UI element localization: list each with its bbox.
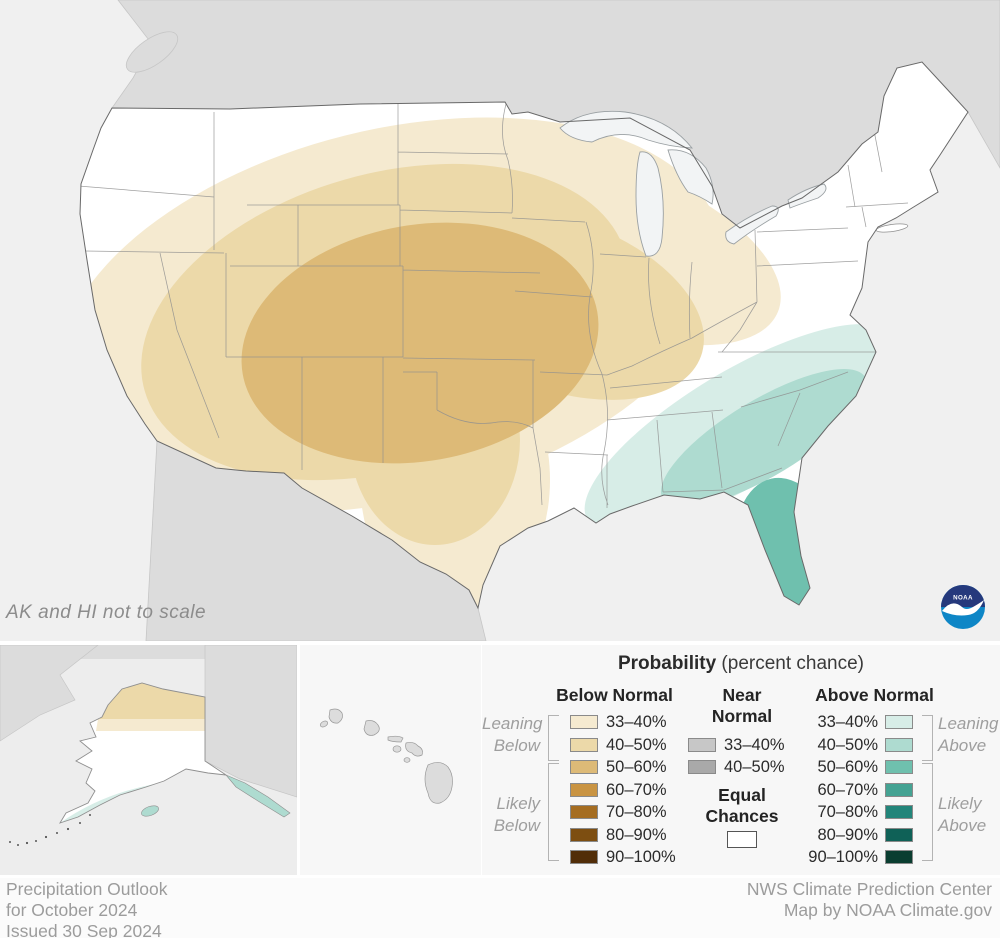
conus-map [0,0,1000,641]
leaning-below-bracket [548,715,559,761]
near-33-40-swatch [688,738,716,752]
above-60-70-swatch [885,783,913,797]
alaska-inset-panel [0,644,298,875]
below-normal-50-60-region [241,222,599,464]
noaa-logo-text: NOAA [953,595,973,602]
below-90-100-swatch [570,850,598,864]
legend-row-below-90-100: 90–100% [570,848,676,866]
us-outline [79,61,969,610]
alaska-outline [58,682,227,824]
noaa-logo-icon: NOAA [941,585,985,629]
below-40-50-swatch [570,738,598,752]
below-normal-header: Below Normal [556,685,673,705]
leaning-above-label: Leaning Above [938,714,999,755]
alaska-map [0,644,298,875]
near-40-50-swatch [688,760,716,774]
legend-row-above-80-90: 80–90% [792,826,913,844]
below-50-60-swatch [570,760,598,774]
scale-note: AK and HI not to scale [6,602,207,623]
hawaii-inset-panel [300,645,481,875]
above-80-90-swatch [885,828,913,842]
below-80-90-swatch [570,828,598,842]
legend-row-near-40-50: 40–50% [688,758,785,776]
vancouver-island [125,31,179,73]
legend-row-below-80-90: 80–90% [570,826,667,844]
great-lakes [559,110,827,257]
footer-credit: NWS Climate Prediction Center Map by NOA… [746,879,992,920]
hawaiian-islands [319,708,453,804]
legend-row-above-60-70: 60–70% [792,781,913,799]
near-normal-header: Near Normal [711,685,773,726]
kodiak-island [141,805,159,817]
legend-row-above-33-40: 33–40% [792,713,913,731]
legend-row-above-70-80: 70–80% [792,803,913,821]
equal-chances-header: Equal Chances [705,785,779,826]
legend-panel: Probability (percent chance) Below Norma… [482,645,1000,875]
state-boundaries [80,103,909,508]
above-70-80-swatch [885,805,913,819]
legend-row-above-40-50: 40–50% [792,736,913,754]
above-40-50-swatch [885,738,913,752]
footer-title: Precipitation Outlook for October 2024 I… [6,879,168,938]
legend-row-below-50-60: 50–60% [570,758,667,776]
above-normal-header: Above Normal [815,685,934,705]
equal-chances-swatch [727,831,757,848]
above-33-40-swatch [885,715,913,729]
russia-landmass [0,644,100,742]
likely-below-bracket [548,763,559,861]
hawaii-map [300,645,481,875]
legend-row-below-33-40: 33–40% [570,713,667,731]
legend-row-below-40-50: 40–50% [570,736,667,754]
ak-panhandle [225,774,291,818]
legend-row-above-50-60: 50–60% [792,758,913,776]
ak-below-normal-light-band [96,719,210,731]
below-33-40-swatch [570,715,598,729]
likely-above-label: Likely Above [938,794,987,835]
aleutian-islands [9,814,91,846]
leaning-above-bracket [922,715,933,761]
footer: Precipitation Outlook for October 2024 I… [0,878,1000,938]
legend-row-below-70-80: 70–80% [570,803,667,821]
likely-above-bracket [922,763,933,861]
below-60-70-swatch [570,783,598,797]
legend-title: Probability (percent chance) [617,653,865,674]
above-50-60-swatch [885,760,913,774]
above-normal-40-50-region [660,369,868,507]
likely-below-label: Likely Below [493,794,540,835]
below-70-80-swatch [570,805,598,819]
legend-row-below-60-70: 60–70% [570,781,667,799]
leaning-below-label: Leaning Below [482,714,543,755]
above-90-100-swatch [885,850,913,864]
legend-row-near-33-40: 33–40% [688,736,785,754]
legend-row-above-90-100: 90–100% [792,848,913,866]
